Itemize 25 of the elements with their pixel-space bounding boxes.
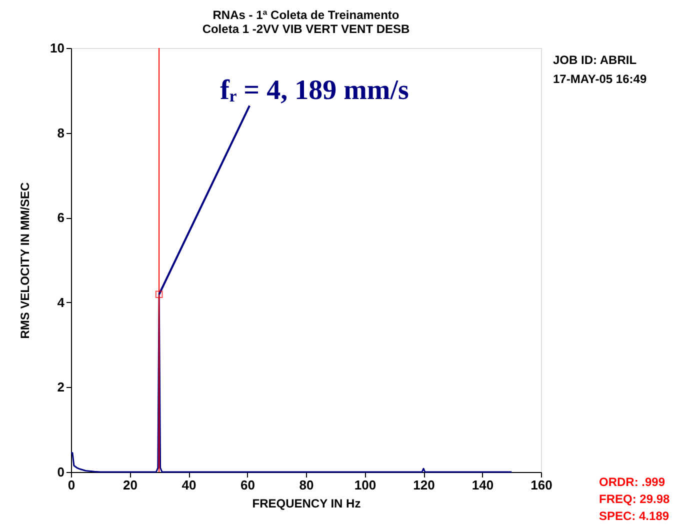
x-tick-label: 160 (530, 478, 552, 492)
text: JOB ID: ABRIL (553, 53, 637, 67)
x-tick-label: 60 (240, 478, 255, 492)
text: ORDR: .999 (599, 475, 666, 489)
x-tick-label: 140 (472, 478, 494, 492)
x-tick-label: 120 (413, 478, 435, 492)
text: 17-MAY-05 16:49 (553, 72, 647, 86)
y-axis-title: RMS VELOCITY IN MM/SEC (18, 182, 32, 339)
y-tick-label: 6 (57, 210, 64, 226)
x-axis-title: FREQUENCY IN Hz (252, 496, 361, 510)
chart-subtitle: Coleta 1 -2VV VIB VERT VENT DESB (202, 22, 410, 36)
x-tick-label: 20 (123, 478, 138, 492)
x-tick-label: 100 (354, 478, 376, 492)
y-tick-label: 4 (57, 294, 66, 310)
x-tick-label: 40 (182, 478, 196, 492)
y-tick-label: 2 (57, 380, 64, 395)
text: SPEC: 4.189 (599, 509, 670, 523)
y-tick-label: 10 (50, 40, 64, 56)
y-tick-label: 0 (57, 464, 64, 480)
x-tick-label: 0 (68, 478, 76, 492)
x-tick-label: 80 (299, 478, 314, 492)
y-tick-label: 8 (57, 125, 64, 140)
chart-title: RNAs - 1ª Coleta de Treinamento (212, 8, 400, 22)
annotation: fᵣ = 4, 189 mm/s (220, 74, 409, 106)
text: FREQ: 29.98 (599, 492, 670, 506)
